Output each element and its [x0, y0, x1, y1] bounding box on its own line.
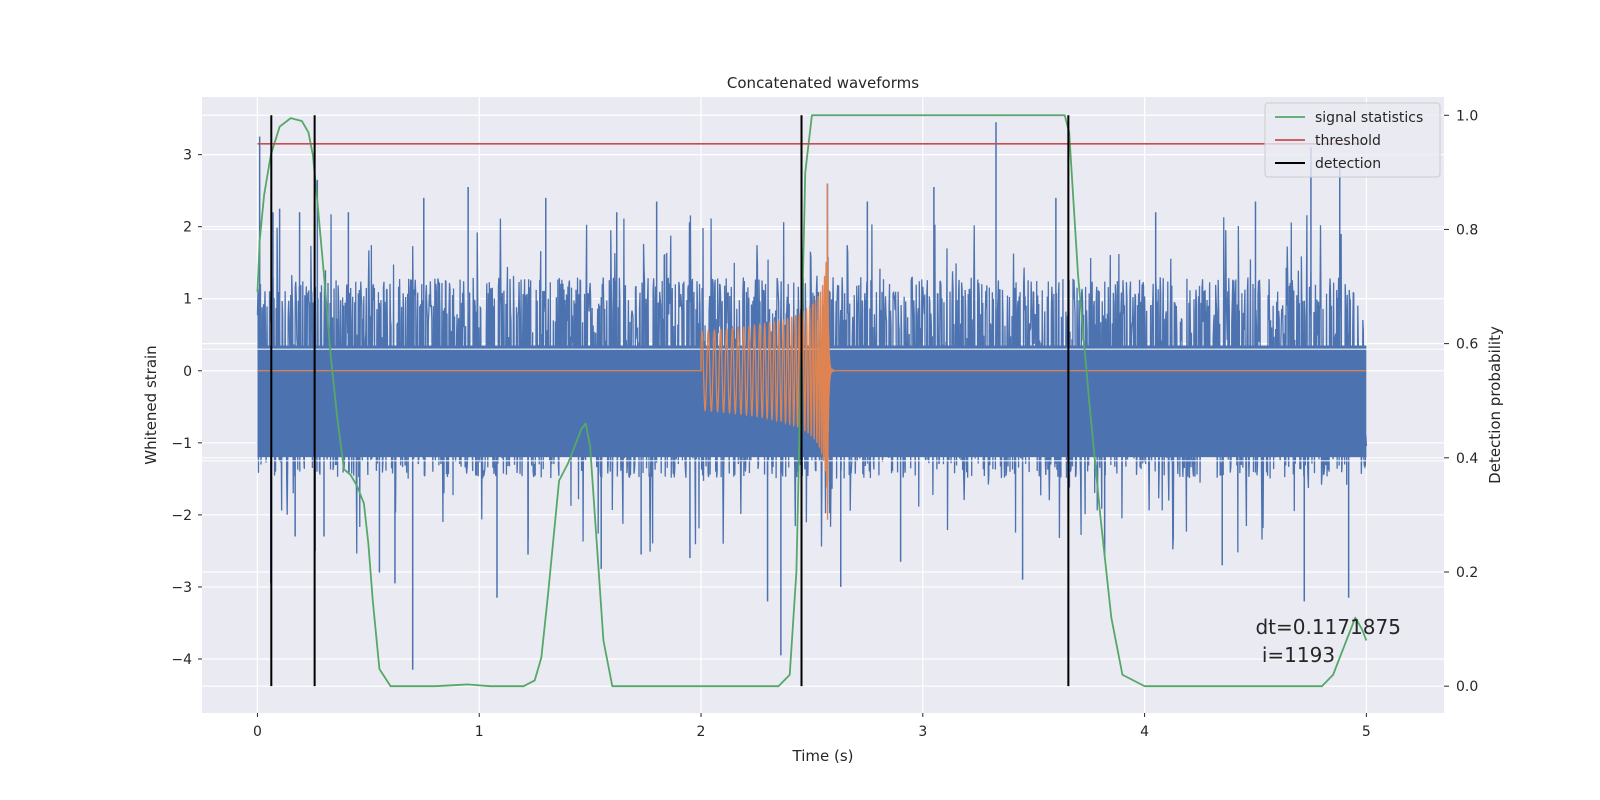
legend: signal statistics threshold detection — [1264, 102, 1441, 178]
annotation: dt=0.1171875 i=1193 — [1255, 615, 1400, 667]
y2-axis-label: Detection probability — [1486, 326, 1504, 484]
y-axis-right: 1.0 0.8 0.6 0.4 0.2 0.0 — [1444, 108, 1478, 695]
y2-tick-label: 0.8 — [1456, 222, 1478, 238]
y-tick-label: −4 — [171, 652, 192, 668]
annotation-dt: dt=0.1171875 — [1255, 615, 1400, 639]
annotation-index: i=1193 — [1255, 643, 1335, 667]
x-axis-label: Time (s) — [792, 747, 854, 765]
x-tick-label: 1 — [475, 724, 484, 740]
signal-statistics-series — [256, 114, 1368, 688]
x-tick-label: 5 — [1362, 724, 1371, 740]
y2-tick-label: 1.0 — [1456, 108, 1478, 124]
chart-title: Concatenated waveforms — [727, 74, 919, 92]
x-axis: 0 1 2 3 4 5 — [253, 713, 1371, 740]
y-tick-label: 2 — [183, 220, 192, 236]
y-tick-label: 0 — [183, 364, 192, 380]
y2-tick-label: 0.6 — [1456, 337, 1478, 353]
y-axis-left: 3 2 1 0 −1 −2 −3 −4 — [171, 148, 202, 668]
y-tick-label: −3 — [171, 580, 192, 596]
y2-tick-label: 0.2 — [1456, 565, 1478, 581]
x-tick-label: 4 — [1140, 724, 1149, 740]
y2-tick-label: 0.4 — [1456, 451, 1478, 467]
legend-box — [1264, 102, 1441, 178]
y-tick-label: −2 — [171, 508, 192, 524]
x-tick-label: 3 — [918, 724, 927, 740]
injection-strain-series — [257, 183, 1367, 520]
x-tick-label: 2 — [697, 724, 706, 740]
detection-series — [270, 115, 1070, 687]
x-tick-label: 0 — [253, 724, 262, 740]
legend-label-detection: detection — [1315, 156, 1381, 172]
legend-label-threshold: threshold — [1315, 133, 1381, 149]
y-axis-label: Whitened strain — [142, 345, 160, 464]
y-tick-label: 3 — [183, 148, 192, 164]
y2-tick-label: 0.0 — [1456, 679, 1478, 695]
injection-strain-line — [257, 183, 1367, 520]
y-tick-label: 1 — [183, 292, 192, 308]
y-tick-label: −1 — [171, 436, 192, 452]
signal-statistics-line — [256, 114, 1368, 688]
legend-label-statistics: signal statistics — [1315, 110, 1423, 126]
